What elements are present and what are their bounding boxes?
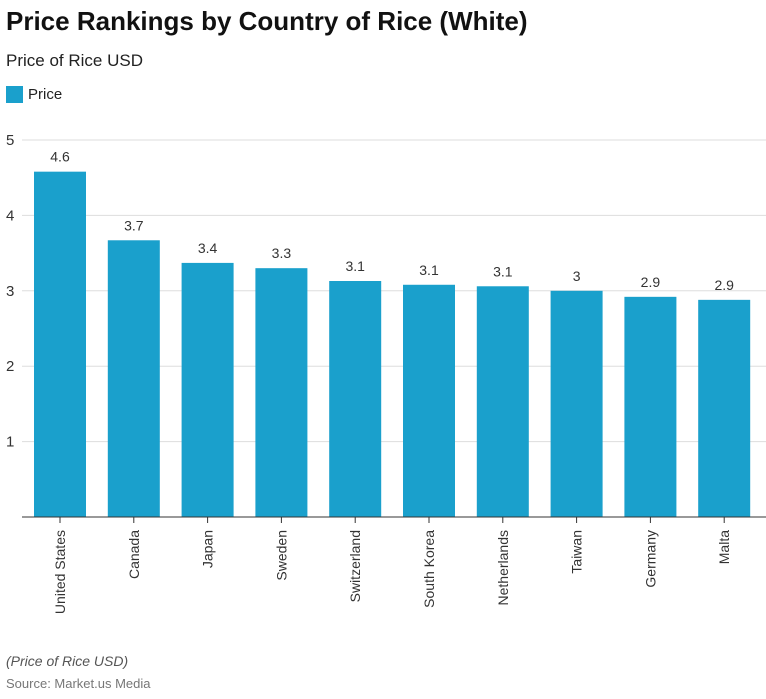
- bar: [181, 262, 234, 517]
- data-label: 3.1: [493, 263, 513, 279]
- legend-swatch: [6, 86, 23, 103]
- chart-note: (Price of Rice USD): [6, 653, 129, 669]
- x-tick-label: Germany: [642, 530, 658, 588]
- legend: Price: [6, 86, 62, 103]
- y-tick-label: 2: [6, 358, 14, 375]
- x-tick-label: South Korea: [421, 530, 437, 608]
- data-label: 3.1: [419, 262, 439, 278]
- data-label: 2.9: [641, 274, 661, 290]
- x-tick-label: United States: [52, 530, 68, 614]
- data-label: 3.4: [198, 240, 218, 256]
- x-tick-label: Japan: [200, 530, 216, 568]
- data-label: 4.6: [50, 149, 70, 165]
- y-tick-label: 3: [6, 283, 14, 300]
- x-tick-label: Netherlands: [495, 530, 511, 606]
- data-label: 3: [573, 268, 581, 284]
- bar-chart: 1 2 3 4 5 4.6 United States 3.7 Canada 3.4 Japan 3.…: [6, 132, 766, 614]
- data-label: 3.7: [124, 217, 144, 233]
- bar: [403, 284, 455, 517]
- y-tick-label: 4: [6, 207, 14, 224]
- chart-source: Source: Market.us Media: [6, 676, 151, 691]
- bar: [329, 280, 382, 517]
- bar: [255, 268, 308, 517]
- bar: [476, 286, 529, 517]
- bar: [624, 296, 677, 517]
- chart-title: Price Rankings by Country of Rice (White…: [6, 6, 528, 36]
- x-tick-label: Canada: [126, 530, 142, 579]
- y-tick-label: 1: [6, 434, 14, 451]
- x-tick-label: Sweden: [273, 530, 289, 581]
- x-tick-label: Malta: [716, 530, 732, 564]
- legend-label: Price: [28, 86, 63, 103]
- bar: [550, 290, 603, 517]
- bar: [698, 299, 751, 517]
- y-tick-label: 5: [6, 132, 14, 149]
- x-tick-label: Taiwan: [569, 530, 585, 574]
- bar: [107, 240, 160, 518]
- x-tick-label: Switzerland: [347, 530, 363, 602]
- data-label: 3.3: [272, 245, 292, 261]
- chart-subtitle: Price of Rice USD: [6, 51, 143, 70]
- data-label: 2.9: [714, 277, 734, 293]
- bar: [34, 171, 86, 517]
- data-label: 3.1: [345, 258, 365, 274]
